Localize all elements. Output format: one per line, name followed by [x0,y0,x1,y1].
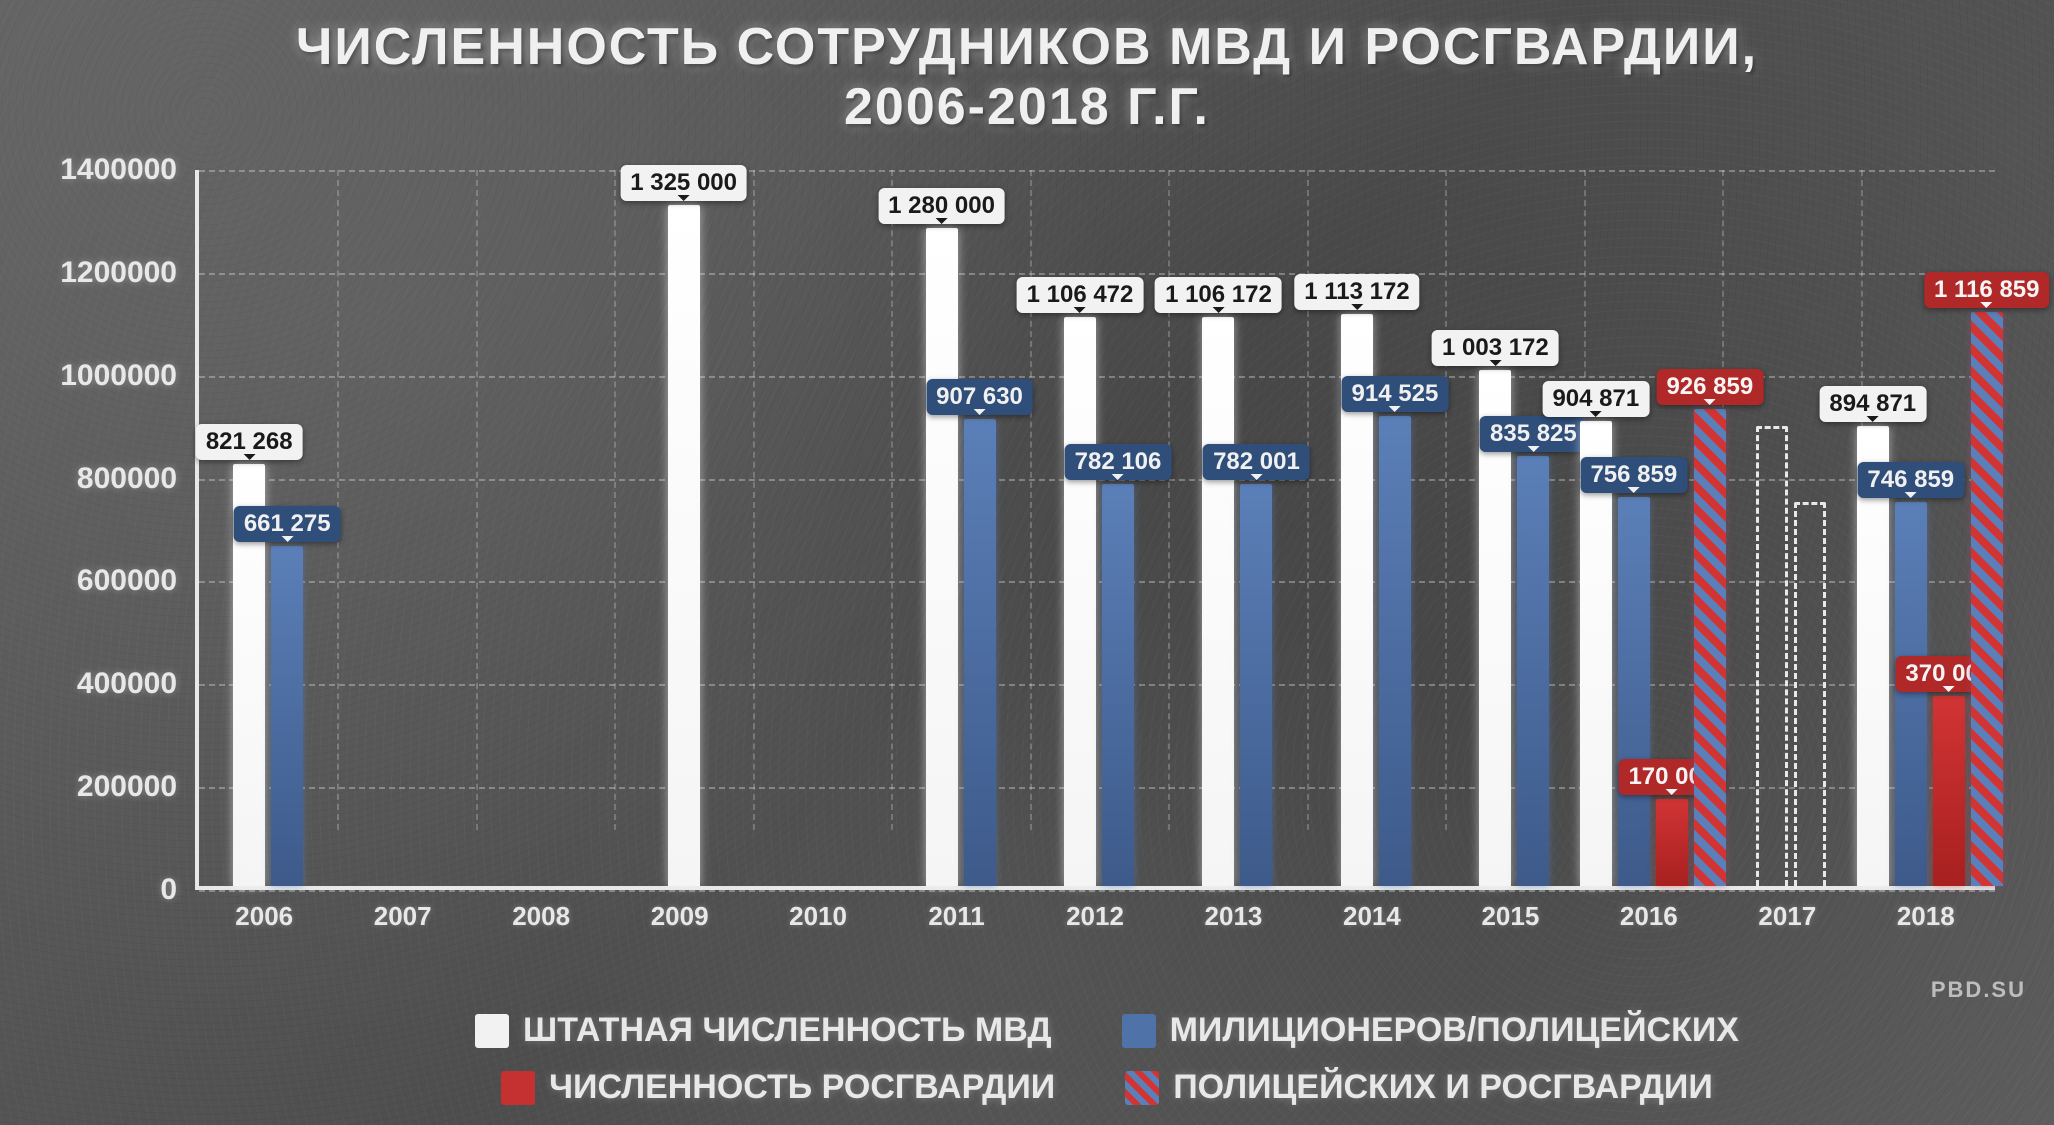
bar-label: 1 106 172 [1155,277,1282,313]
bar-label: 914 525 [1342,376,1449,412]
bar-police [1102,484,1134,886]
swatch-white-icon [475,1014,509,1048]
bar-rosgvardia [1656,799,1688,886]
swatch-red-icon [501,1071,535,1105]
legend-label: ШТАТНАЯ ЧИСЛЕННОСТЬ МВД [523,1011,1052,1050]
bar-mvd_staff [926,228,958,886]
x-divider [1307,170,1309,830]
bar-label: 746 859 [1857,462,1964,498]
x-tick-label: 2017 [1758,901,1816,932]
bar-label: 1 325 000 [620,165,747,201]
bar-label: 661 275 [234,506,341,542]
bar-label: 894 871 [1819,386,1926,422]
plot-area: 0200000400000600000800000100000012000001… [195,170,1995,890]
bar-mvd_staff [1064,317,1096,886]
legend: ШТАТНАЯ ЧИСЛЕННОСТЬ МВД МИЛИЦИОНЕРОВ/ПОЛ… [280,1011,1934,1107]
bar-label: 1 106 472 [1017,277,1144,313]
x-divider [891,170,893,830]
bar-label: 904 871 [1542,381,1649,417]
y-tick-label: 200000 [77,770,177,804]
x-tick-label: 2010 [789,901,847,932]
bar-police [1895,502,1927,886]
bar-label: 1 113 172 [1294,274,1419,310]
x-tick-label: 2011 [928,901,984,932]
swatch-blue-icon [1122,1014,1156,1048]
legend-item-police: МИЛИЦИОНЕРОВ/ПОЛИЦЕЙСКИХ [1122,1011,1739,1050]
swatch-mix-icon [1125,1071,1159,1105]
x-divider [1445,170,1447,830]
x-divider [1168,170,1170,830]
x-tick-label: 2007 [374,901,432,932]
x-tick-label: 2014 [1343,901,1401,932]
chart-title: ЧИСЛЕННОСТЬ СОТРУДНИКОВ МВД И РОСГВАРДИИ… [0,18,2054,138]
x-tick-label: 2013 [1205,901,1263,932]
x-tick-label: 2012 [1066,901,1124,932]
bar-label: 782 001 [1203,444,1310,480]
bar-label: 907 630 [926,379,1033,415]
bar-mvd_staff [1756,426,1788,886]
y-tick-label: 1400000 [60,153,177,187]
y-tick-label: 800000 [77,462,177,496]
bar-label: 1 280 000 [878,188,1005,224]
bar-police [1517,456,1549,886]
title-line-1: ЧИСЛЕННОСТЬ СОТРУДНИКОВ МВД И РОСГВАРДИИ… [0,18,2054,78]
legend-label: ЧИСЛЕННОСТЬ РОСГВАРДИИ [549,1068,1055,1107]
legend-label: МИЛИЦИОНЕРОВ/ПОЛИЦЕЙСКИХ [1170,1011,1739,1050]
x-divider [614,170,616,830]
bar-mvd_staff [1202,317,1234,886]
x-tick-label: 2016 [1620,901,1678,932]
title-line-2: 2006-2018 Г.Г. [0,78,2054,138]
bar-label: 821 268 [196,424,303,460]
bar-police [1240,484,1272,886]
bar-label: 782 106 [1065,444,1172,480]
watermark: PBD.SU [1931,977,2026,1003]
legend-item-mvd: ШТАТНАЯ ЧИСЛЕННОСТЬ МВД [475,1011,1052,1050]
x-divider [476,170,478,830]
legend-label: ПОЛИЦЕЙСКИХ И РОСГВАРДИИ [1173,1068,1713,1107]
bar-mvd_staff [668,205,700,886]
grid-line [199,890,1995,892]
bar-label: 756 859 [1580,457,1687,493]
bar-rosgvardia [1933,696,1965,886]
y-tick-label: 1000000 [60,359,177,393]
grid-line [199,273,1995,275]
x-divider [337,170,339,830]
y-tick-label: 600000 [77,564,177,598]
bar-police_plus_rosg [1694,409,1726,886]
bar-label: 926 859 [1656,369,1763,405]
bar-police [1379,416,1411,886]
bar-police [1794,502,1826,886]
bar-police_plus_rosg [1971,312,2003,886]
y-tick-label: 0 [160,873,177,907]
bar-police [964,419,996,886]
x-tick-label: 2008 [512,901,570,932]
grid-line [199,170,1995,172]
y-tick-label: 1200000 [60,256,177,290]
x-tick-label: 2006 [235,901,293,932]
bar-police [1618,497,1650,886]
x-divider [1030,170,1032,830]
bar-label: 835 825 [1480,416,1587,452]
bar-label: 1 116 859 [1924,272,2049,308]
legend-item-combined: ПОЛИЦЕЙСКИХ И РОСГВАРДИИ [1125,1068,1713,1107]
x-tick-label: 2009 [651,901,709,932]
bar-chart: 0200000400000600000800000100000012000001… [65,170,2005,950]
x-tick-label: 2018 [1897,901,1955,932]
x-tick-label: 2015 [1481,901,1539,932]
legend-item-rosgvardia: ЧИСЛЕННОСТЬ РОСГВАРДИИ [501,1068,1055,1107]
bar-police [271,546,303,886]
y-tick-label: 400000 [77,667,177,701]
x-divider [753,170,755,830]
bar-label: 1 003 172 [1432,330,1559,366]
